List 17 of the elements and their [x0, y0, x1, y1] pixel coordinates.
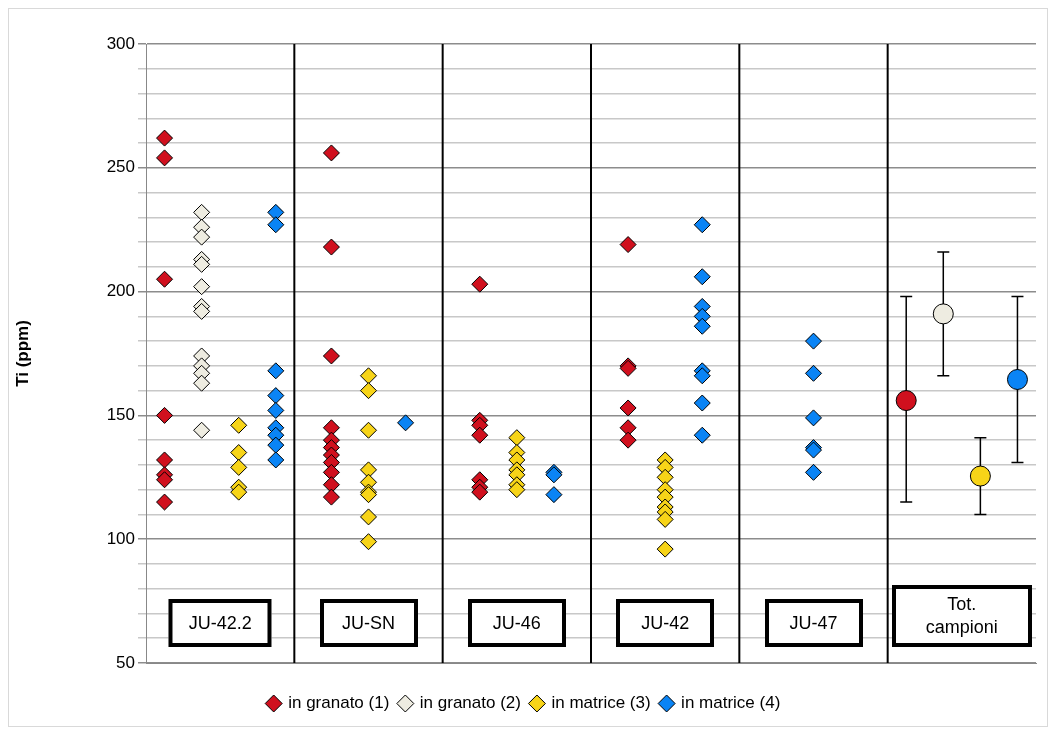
y-tick-label: 300: [106, 33, 135, 53]
y-tick-label: 200: [106, 281, 135, 301]
label-frame: JU-42.2: [168, 599, 272, 647]
label-frame: JU-46: [467, 599, 566, 647]
y-tick-label: 100: [106, 528, 135, 548]
label-frame: JU-47: [764, 599, 863, 647]
label-frame: JU-42: [616, 599, 715, 647]
legend-label: in granato (2): [419, 693, 521, 713]
label-frame: Tot. campioni: [891, 585, 1032, 647]
y-tick-label: 150: [106, 405, 135, 425]
label-frame: JU-SN: [319, 599, 418, 647]
legend-label: in granato (1): [288, 693, 390, 713]
y-tick-label: 50: [116, 652, 135, 672]
y-tick-label: 250: [106, 157, 135, 177]
legend-label: in matrice (3): [551, 693, 651, 713]
y-axis-title: Ti (ppm): [12, 320, 32, 387]
legend-label: in matrice (4): [681, 693, 781, 713]
